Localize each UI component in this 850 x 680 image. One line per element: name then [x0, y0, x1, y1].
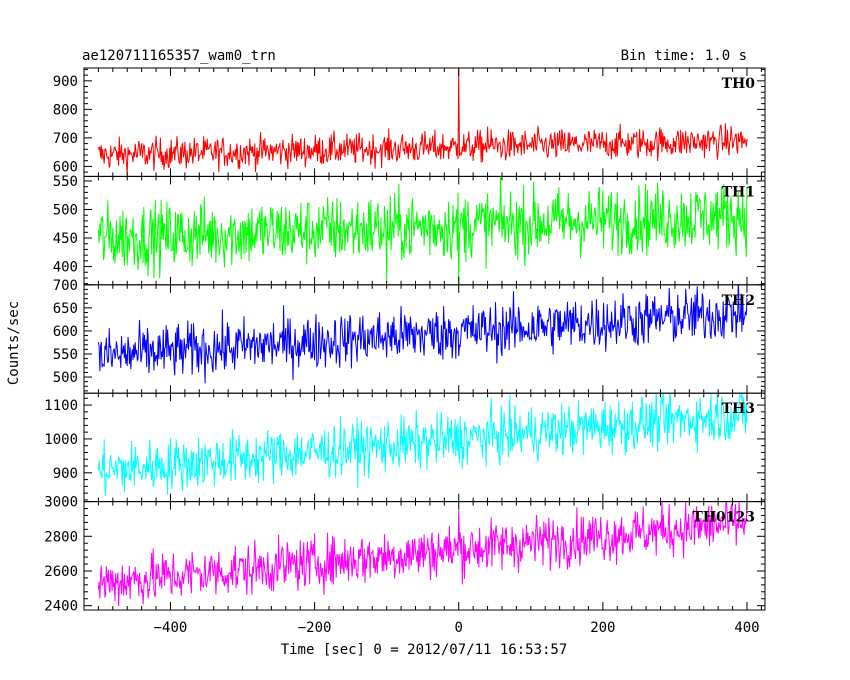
- y-tick-label: 550: [53, 347, 78, 363]
- x-tick-label: −200: [298, 620, 332, 636]
- y-tick-label: 500: [53, 202, 78, 218]
- y-tick-label: 800: [53, 102, 78, 118]
- series-th0123-line: [97, 501, 748, 607]
- y-tick-label: 2400: [44, 599, 78, 615]
- x-tick-labels: −400 −200 0 200 400: [154, 620, 760, 636]
- y-tick-label: 900: [53, 74, 78, 90]
- series-th3-line: [97, 393, 748, 496]
- x-tick-label: 0: [455, 620, 463, 636]
- panel-th2: TH2 500 550 600 650 700: [53, 278, 766, 394]
- y-tick-label: 450: [53, 231, 78, 247]
- chart-title: ae120711165357_wam0_trn: [82, 48, 276, 64]
- panel-th3: TH3 900 1000 1100: [44, 392, 766, 503]
- panel-frame: [83, 501, 766, 611]
- bin-time-label: Bin time: 1.0 s: [621, 48, 747, 64]
- panel-th0: TH0 600 700 800 900: [53, 67, 766, 177]
- panel-th0123: TH0123 2400 2600 2800 3000: [44, 495, 766, 615]
- panel-label-th0: TH0: [722, 76, 756, 92]
- x-tick-label: 400: [734, 620, 759, 636]
- y-tick-label: 700: [53, 131, 78, 147]
- y-tick-label: 900: [53, 466, 78, 482]
- y-tick-label: 3000: [44, 495, 78, 511]
- y-tick-label: 400: [53, 260, 78, 276]
- y-tick-label: 2800: [44, 529, 78, 545]
- series-th1-line: [97, 176, 748, 285]
- y-tick-label: 600: [53, 324, 78, 340]
- y-tick-label: 700: [53, 278, 78, 294]
- series-th0-line: [97, 68, 748, 176]
- y-tick-label: 650: [53, 301, 78, 317]
- panels: TH0600700800900TH1400450500550TH25005506…: [44, 67, 766, 615]
- y-tick-label: 500: [53, 370, 78, 386]
- y-tick-label: 550: [53, 174, 78, 190]
- series-th2-line: [97, 284, 748, 384]
- x-tick-label: −400: [154, 620, 188, 636]
- y-axis-label: Counts/sec: [6, 301, 22, 385]
- panel-label-th1: TH1: [722, 184, 755, 200]
- panel-label-th0123: TH0123: [692, 510, 755, 526]
- panel-label-th2: TH2: [722, 293, 755, 309]
- x-axis-label: Time [sec] 0 = 2012/07/11 16:53:57: [281, 642, 568, 658]
- y-tick-label: 1100: [44, 398, 78, 414]
- y-tick-label: 1000: [44, 432, 78, 448]
- y-tick-label: 2600: [44, 564, 78, 580]
- y-tick-label: 600: [53, 159, 78, 175]
- panel-label-th3: TH3: [722, 401, 755, 417]
- panel-th1: TH1 400 450 500 550: [53, 174, 766, 286]
- x-tick-label: 200: [590, 620, 615, 636]
